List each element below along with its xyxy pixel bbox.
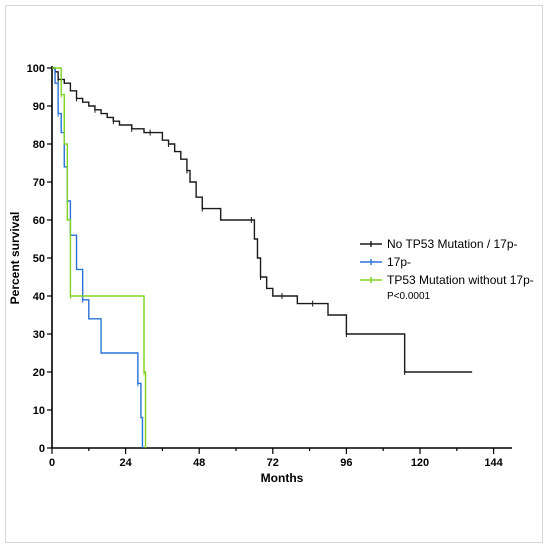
figure-frame [5,5,543,543]
y-tick-label: 50 [33,253,45,265]
y-tick-label: 30 [33,329,45,341]
x-tick-label: 144 [484,457,503,469]
x-tick-label: 72 [267,457,279,469]
series-line-no-tp53-mutation-17p [52,67,473,373]
series-line-tp53-mutation-without-17p [52,67,147,448]
y-tick-label: 60 [33,215,45,227]
y-tick-label: 40 [33,291,45,303]
y-tick-label: 10 [33,405,45,417]
y-tick-label: 80 [33,139,45,151]
axes: 0 10 20 30 40 50 60 70 80 90 100 0 24 48 72 96 120 144 [27,63,512,469]
series-line-17p [52,67,144,448]
p-value-annotation: P<0.0001 [387,291,431,302]
legend-label-tp53-mutation-without-17p: TP53 Mutation without 17p- [387,273,534,287]
y-axis-title: Percent survival [8,212,22,305]
y-tick-label: 100 [27,63,45,75]
legend: No TP53 Mutation / 17p- 17p- TP53 Mutation… [360,237,534,287]
x-tick-label: 24 [119,457,132,469]
x-tick-label: 0 [49,457,55,469]
x-tick-label: 120 [411,457,429,469]
y-tick-label: 70 [33,177,45,189]
y-tick-label: 90 [33,101,45,113]
x-tick-label: 96 [340,457,352,469]
legend-label-no-tp53-mutation-17p: No TP53 Mutation / 17p- [387,237,518,251]
series-layer [52,67,473,448]
y-tick-label: 0 [39,443,45,455]
x-axis-title: Months [261,471,304,485]
x-tick-label: 48 [193,457,205,469]
y-tick-label: 20 [33,367,45,379]
legend-label-17p: 17p- [387,255,411,269]
